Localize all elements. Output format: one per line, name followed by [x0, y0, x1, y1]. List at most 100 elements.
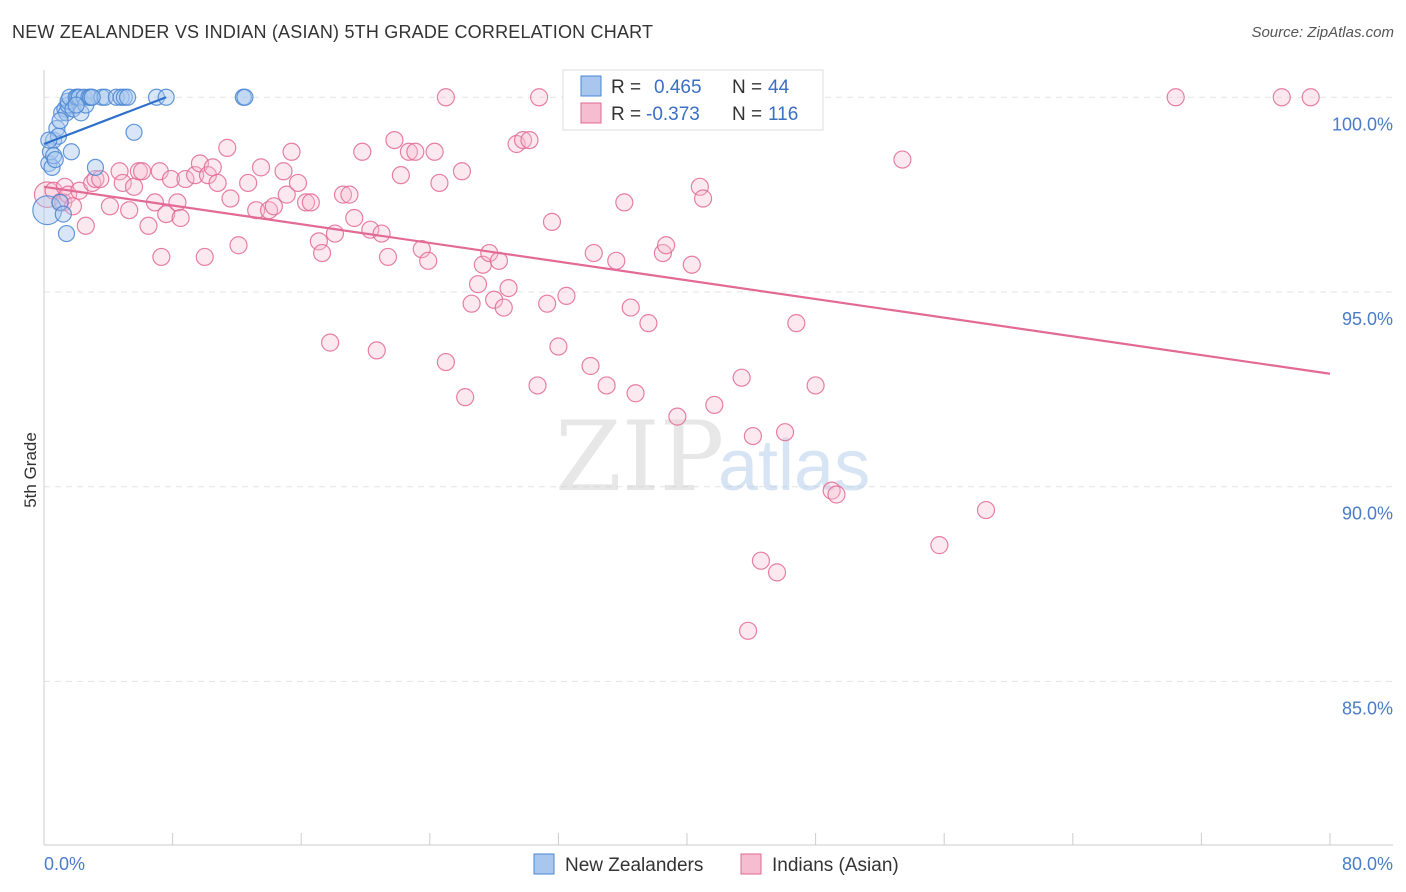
- watermark: ZIP atlas: [555, 401, 870, 513]
- data-point: [767, 563, 787, 582]
- y-tick-label: 90.0%: [1342, 504, 1393, 524]
- data-point: [621, 298, 640, 317]
- data-point: [86, 158, 105, 176]
- data-point: [639, 314, 658, 333]
- chart-source: Source: ZipAtlas.com: [1251, 24, 1394, 41]
- bottom-legend-swatch-new-zealanders: [533, 853, 555, 875]
- data-point: [893, 150, 912, 169]
- data-point: [57, 224, 76, 243]
- data-point: [530, 88, 549, 107]
- data-point: [787, 314, 806, 333]
- data-point: [353, 142, 372, 161]
- data-point: [229, 236, 248, 255]
- legend-n-value: 116: [768, 104, 798, 125]
- data-point: [806, 376, 825, 395]
- data-point: [1272, 88, 1291, 107]
- data-point: [113, 173, 132, 193]
- trend-lines: [43, 96, 1331, 375]
- series-indians-points: [33, 88, 1320, 640]
- data-point: [452, 162, 472, 181]
- data-point: [132, 162, 152, 181]
- legend-swatch-new-zealanders: [580, 75, 602, 97]
- data-point: [208, 173, 227, 193]
- data-point: [456, 388, 475, 407]
- data-point: [1166, 88, 1185, 107]
- data-point: [345, 208, 364, 228]
- data-point: [690, 177, 709, 196]
- gridlines: [44, 96, 1393, 682]
- data-point: [607, 251, 626, 270]
- data-point: [372, 224, 391, 243]
- data-point: [436, 352, 455, 372]
- bottom-legend-indians: Indians (Asian): [772, 855, 899, 876]
- x-tick-label-max: 80.0%: [1342, 854, 1393, 874]
- data-point: [110, 162, 129, 181]
- data-point: [668, 407, 687, 426]
- data-point: [682, 255, 701, 274]
- data-point: [419, 251, 438, 270]
- data-point: [195, 247, 214, 267]
- data-point: [581, 356, 600, 376]
- legend-n-label: N =: [732, 77, 762, 98]
- data-point: [120, 201, 139, 220]
- data-point: [378, 247, 398, 267]
- legend-box: [562, 69, 824, 131]
- data-point: [171, 208, 190, 228]
- data-point: [425, 142, 444, 161]
- data-point: [100, 197, 120, 216]
- data-point: [542, 212, 562, 231]
- data-point: [406, 142, 425, 161]
- data-point: [312, 243, 332, 263]
- data-point: [1301, 88, 1320, 107]
- data-point: [494, 298, 513, 317]
- data-point: [775, 423, 795, 442]
- data-point: [221, 189, 240, 208]
- legend-swatch-indians: [580, 102, 602, 124]
- data-point: [391, 166, 410, 185]
- chart-title: NEW ZEALANDER VS INDIAN (ASIAN) 5TH GRAD…: [12, 22, 654, 42]
- data-point: [738, 621, 758, 640]
- legend-r-label: R =: [611, 77, 641, 98]
- trend-line-new-zealanders: [43, 96, 167, 146]
- data-point: [549, 337, 568, 356]
- data-point: [333, 185, 353, 204]
- data-point: [124, 177, 144, 196]
- data-point: [367, 341, 386, 360]
- data-point: [528, 376, 547, 395]
- data-point: [125, 123, 143, 141]
- data-point: [301, 193, 320, 212]
- data-point: [46, 150, 64, 169]
- data-point: [176, 169, 195, 189]
- data-point: [597, 376, 616, 395]
- data-point: [976, 500, 996, 520]
- data-point: [340, 185, 359, 204]
- data-point: [54, 205, 72, 223]
- bottom-legend-new-zealanders: New Zealanders: [565, 855, 703, 876]
- data-point: [399, 142, 419, 161]
- legend-n-label: N =: [732, 104, 762, 125]
- data-point: [462, 294, 481, 313]
- data-point: [76, 216, 95, 235]
- y-tick-label: 95.0%: [1342, 309, 1393, 329]
- data-point: [732, 368, 751, 387]
- watermark-atlas: atlas: [718, 426, 870, 506]
- watermark-zip: ZIP: [555, 401, 724, 513]
- data-point: [288, 173, 308, 193]
- data-point: [485, 290, 504, 309]
- data-point: [161, 169, 181, 189]
- data-point: [186, 166, 205, 185]
- bottom-legend-swatch-indians: [740, 853, 762, 875]
- legend: R = 0.465 N = 44 R = -0.373 N = 116: [562, 69, 824, 131]
- data-point: [743, 426, 763, 446]
- data-point: [83, 88, 101, 106]
- data-point: [430, 173, 449, 193]
- bottom-legend: New Zealanders Indians (Asian): [533, 853, 899, 876]
- data-point: [930, 536, 949, 555]
- data-point: [538, 294, 557, 313]
- data-point: [321, 333, 340, 352]
- data-point: [309, 232, 328, 251]
- data-point: [693, 189, 713, 208]
- data-point: [468, 275, 488, 294]
- y-tick-label: 100.0%: [1332, 114, 1393, 134]
